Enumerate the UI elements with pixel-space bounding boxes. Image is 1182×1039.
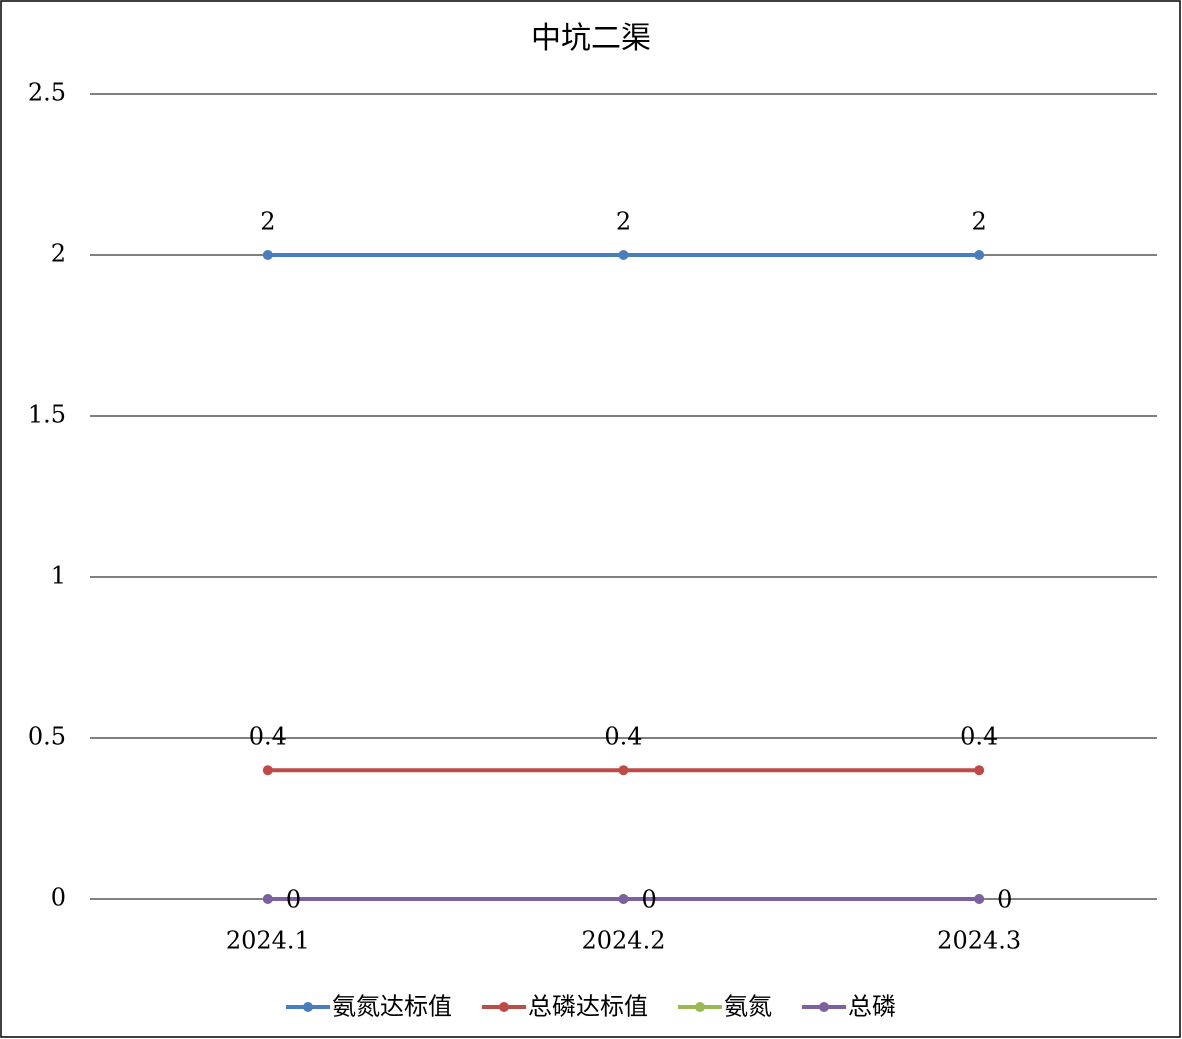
legend-label: 总磷达标值 — [528, 993, 648, 1021]
data-label: 2 — [972, 208, 987, 236]
data-point — [974, 894, 985, 904]
data-point — [974, 250, 985, 260]
legend-marker — [695, 1002, 705, 1012]
legend-label: 氨氮 — [724, 993, 772, 1021]
data-label: 2 — [260, 208, 275, 236]
data-label: 0.4 — [604, 723, 642, 751]
legend-label: 氨氮达标值 — [332, 993, 452, 1021]
y-tick-label: 2 — [51, 240, 66, 268]
data-point — [974, 765, 985, 776]
y-tick-label: 0 — [51, 884, 66, 912]
data-label: 0.4 — [249, 723, 287, 751]
x-tick-label: 2024.3 — [937, 927, 1021, 955]
data-label: 0 — [642, 886, 657, 914]
y-tick-label: 1 — [51, 562, 66, 590]
data-point — [262, 250, 273, 260]
x-tick-label: 2024.2 — [582, 927, 666, 955]
data-point — [618, 765, 629, 776]
chart-title: 中坑二渠 — [531, 21, 651, 56]
legend-marker — [819, 1002, 829, 1012]
data-point — [618, 894, 629, 904]
data-label: 0 — [286, 886, 301, 914]
data-label: 0.4 — [960, 723, 998, 751]
data-label: 0 — [997, 886, 1012, 914]
data-point — [262, 765, 273, 776]
y-tick-label: 1.5 — [28, 401, 66, 429]
legend-label: 总磷 — [848, 993, 896, 1021]
data-point — [262, 894, 273, 904]
x-tick-label: 2024.1 — [226, 927, 310, 955]
legend-marker — [303, 1002, 313, 1012]
y-tick-label: 0.5 — [28, 723, 66, 751]
y-tick-label: 2.5 — [28, 79, 66, 107]
data-label: 2 — [616, 208, 631, 236]
data-point — [618, 250, 629, 260]
legend-marker — [499, 1002, 509, 1012]
legend: 氨氮达标值 总磷达标值 氨氮 总磷 — [286, 993, 896, 1021]
